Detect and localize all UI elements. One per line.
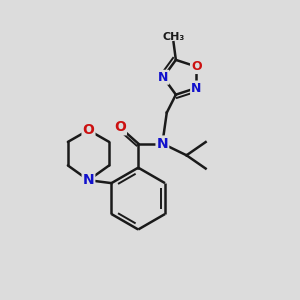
Text: O: O — [114, 120, 126, 134]
Text: N: N — [158, 71, 168, 84]
Text: CH₃: CH₃ — [162, 32, 184, 42]
Text: N: N — [83, 173, 94, 187]
Text: O: O — [82, 123, 94, 137]
Text: O: O — [191, 60, 202, 73]
Text: N: N — [157, 136, 168, 151]
Text: N: N — [191, 82, 202, 94]
